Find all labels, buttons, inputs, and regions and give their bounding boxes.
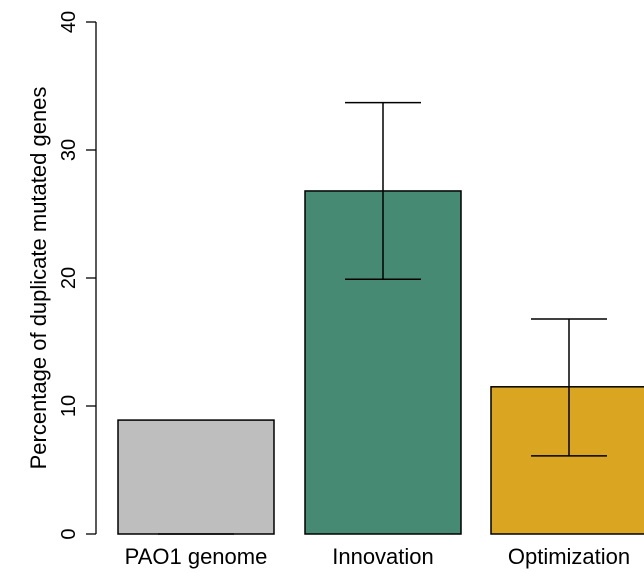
y-tick-label: 40 (58, 11, 80, 33)
y-tick-label: 20 (58, 267, 80, 289)
y-axis: 0 10 20 30 40 (58, 11, 97, 540)
x-axis-labels: PAO1 genome Innovation Optimization (125, 544, 630, 569)
x-category-label: PAO1 genome (125, 544, 268, 569)
bar-pao1-genome (117, 419, 275, 535)
y-tick-label: 0 (58, 528, 80, 539)
x-category-label: Optimization (508, 544, 630, 569)
y-tick-label: 10 (58, 395, 80, 417)
error-bars (158, 101, 607, 535)
bars (117, 190, 644, 535)
y-axis-title: Percentage of duplicate mutated genes (26, 87, 51, 470)
bar-optimization (490, 386, 644, 535)
x-category-label: Innovation (332, 544, 434, 569)
y-tick-label: 30 (58, 139, 80, 161)
